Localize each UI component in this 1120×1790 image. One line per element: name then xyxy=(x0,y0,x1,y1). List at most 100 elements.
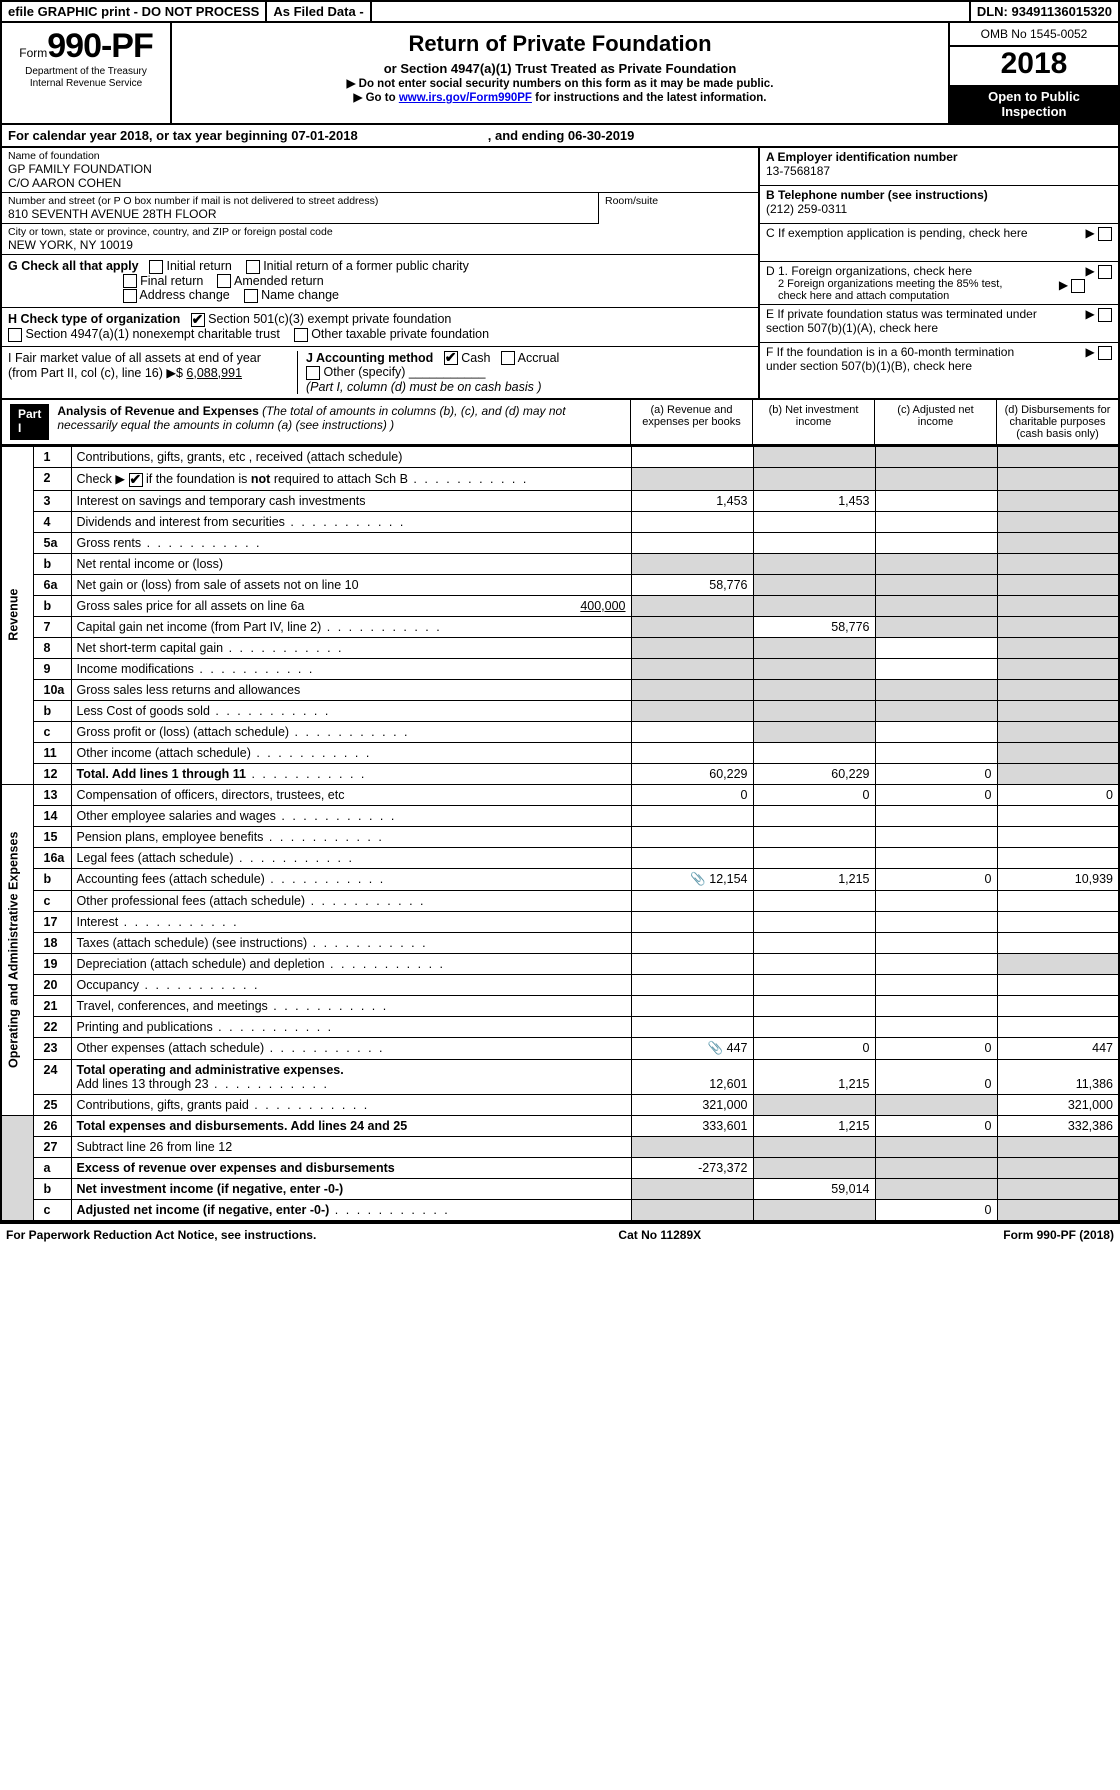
checkbox-d1[interactable] xyxy=(1098,265,1112,279)
c-label: C If exemption application is pending, c… xyxy=(766,226,1028,240)
table-row: 2Check ▶ if the foundation is not requir… xyxy=(1,467,1119,490)
col-a-header: (a) Revenue and expenses per books xyxy=(630,400,752,444)
fmv-value: 6,088,991 xyxy=(186,366,242,380)
page-footer: For Paperwork Reduction Act Notice, see … xyxy=(0,1222,1120,1246)
table-row: 27Subtract line 26 from line 12 xyxy=(1,1136,1119,1157)
table-row: cOther professional fees (attach schedul… xyxy=(1,890,1119,911)
e-label: E If private foundation status was termi… xyxy=(766,307,1046,335)
attachment-icon[interactable]: 📎 xyxy=(690,872,706,886)
table-row: 25Contributions, gifts, grants paid321,0… xyxy=(1,1094,1119,1115)
g-checks: G Check all that apply Initial return In… xyxy=(2,255,758,308)
table-row: 10aGross sales less returns and allowanc… xyxy=(1,679,1119,700)
phone-label: B Telephone number (see instructions) xyxy=(766,188,988,202)
d1-label: D 1. Foreign organizations, check here xyxy=(766,264,972,278)
col-b-header: (b) Net investment income xyxy=(752,400,874,444)
table-row: Operating and Administrative Expenses 13… xyxy=(1,784,1119,805)
ein-label: A Employer identification number xyxy=(766,150,958,164)
calendar-year-row: For calendar year 2018, or tax year begi… xyxy=(0,125,1120,148)
d2-label: 2 Foreign organizations meeting the 85% … xyxy=(766,278,1026,302)
table-row: bAccounting fees (attach schedule)📎 12,1… xyxy=(1,868,1119,890)
checkbox-other-method[interactable] xyxy=(306,366,320,380)
table-row: 20Occupancy xyxy=(1,974,1119,995)
form-note-2: ▶ Go to www.irs.gov/Form990PF for instru… xyxy=(182,90,938,104)
checkbox-cash[interactable] xyxy=(444,351,458,365)
city-state-zip: NEW YORK, NY 10019 xyxy=(8,238,752,252)
efile-notice: efile GRAPHIC print - DO NOT PROCESS xyxy=(2,2,267,21)
table-row: 8Net short-term capital gain xyxy=(1,637,1119,658)
form-note-1: ▶ Do not enter social security numbers o… xyxy=(182,76,938,90)
care-of: C/O AARON COHEN xyxy=(8,176,752,190)
table-row: 26Total expenses and disbursements. Add … xyxy=(1,1115,1119,1136)
table-row: 6aNet gain or (loss) from sale of assets… xyxy=(1,574,1119,595)
checkbox-final-return[interactable] xyxy=(123,274,137,288)
table-row: 23Other expenses (attach schedule)📎 4470… xyxy=(1,1037,1119,1059)
checkbox-accrual[interactable] xyxy=(501,351,515,365)
checkbox-name-change[interactable] xyxy=(244,289,258,303)
table-row: cGross profit or (loss) (attach schedule… xyxy=(1,721,1119,742)
form-ref: Form 990-PF (2018) xyxy=(1003,1228,1114,1242)
checkbox-501c3[interactable] xyxy=(191,313,205,327)
table-row: 17Interest xyxy=(1,911,1119,932)
table-row: 3Interest on savings and temporary cash … xyxy=(1,490,1119,511)
checkbox-4947a1[interactable] xyxy=(8,328,22,342)
table-row: bLess Cost of goods sold xyxy=(1,700,1119,721)
checkbox-c[interactable] xyxy=(1098,227,1112,241)
table-row: bNet rental income or (loss) xyxy=(1,553,1119,574)
street-address: 810 SEVENTH AVENUE 28TH FLOOR xyxy=(8,207,592,221)
table-row: 19Depreciation (attach schedule) and dep… xyxy=(1,953,1119,974)
checkbox-e[interactable] xyxy=(1098,308,1112,322)
col-d-header: (d) Disbursements for charitable purpose… xyxy=(996,400,1118,444)
omb-number: OMB No 1545-0052 xyxy=(950,23,1118,47)
f-label: F If the foundation is in a 60-month ter… xyxy=(766,345,1046,373)
table-row: 4Dividends and interest from securities xyxy=(1,511,1119,532)
tax-year: 2018 xyxy=(950,47,1118,85)
accounting-method-label: J Accounting method xyxy=(306,351,433,365)
asfiled-label: As Filed Data - xyxy=(267,2,371,21)
open-public-badge: Open to Public Inspection xyxy=(950,85,1118,123)
revenue-label: Revenue xyxy=(1,446,33,784)
phone-value: (212) 259-0311 xyxy=(766,202,847,216)
checkbox-address-change[interactable] xyxy=(123,289,137,303)
cat-no: Cat No 11289X xyxy=(618,1228,701,1242)
checkbox-sch-b[interactable] xyxy=(129,473,143,487)
table-row: 14Other employee salaries and wages xyxy=(1,805,1119,826)
irs-link[interactable]: www.irs.gov/Form990PF xyxy=(399,92,532,104)
attachment-icon[interactable]: 📎 xyxy=(708,1041,724,1055)
name-label: Name of foundation xyxy=(8,150,752,162)
table-row: 18Taxes (attach schedule) (see instructi… xyxy=(1,932,1119,953)
col-c-header: (c) Adjusted net income xyxy=(874,400,996,444)
checkbox-amended-return[interactable] xyxy=(217,274,231,288)
table-row: 16aLegal fees (attach schedule) xyxy=(1,847,1119,868)
table-row: aExcess of revenue over expenses and dis… xyxy=(1,1157,1119,1178)
table-row: 15Pension plans, employee benefits xyxy=(1,826,1119,847)
entity-info: Name of foundation GP FAMILY FOUNDATION … xyxy=(0,148,1120,400)
checkbox-initial-return[interactable] xyxy=(149,260,163,274)
dln-label: DLN: 93491136015320 xyxy=(971,2,1118,21)
form-header: Form990-PF Department of the Treasury In… xyxy=(0,23,1120,125)
checkbox-initial-former[interactable] xyxy=(246,260,260,274)
form-number: Form990-PF xyxy=(6,27,166,66)
table-row: 12Total. Add lines 1 through 1160,22960,… xyxy=(1,763,1119,784)
table-row: 24Total operating and administrative exp… xyxy=(1,1059,1119,1094)
checkbox-f[interactable] xyxy=(1098,346,1112,360)
foundation-name: GP FAMILY FOUNDATION xyxy=(8,162,752,176)
ein-value: 13-7568187 xyxy=(766,164,830,178)
table-row: 22Printing and publications xyxy=(1,1016,1119,1037)
table-row: bNet investment income (if negative, ent… xyxy=(1,1178,1119,1199)
room-label: Room/suite xyxy=(605,195,752,207)
table-row: 5aGross rents xyxy=(1,532,1119,553)
city-label: City or town, state or province, country… xyxy=(8,226,752,238)
cash-basis-note: (Part I, column (d) must be on cash basi… xyxy=(306,380,542,394)
table-row: 9Income modifications xyxy=(1,658,1119,679)
table-row: 7Capital gain net income (from Part IV, … xyxy=(1,616,1119,637)
checkbox-d2[interactable] xyxy=(1071,279,1085,293)
form-subtitle: or Section 4947(a)(1) Trust Treated as P… xyxy=(182,61,938,76)
paperwork-notice: For Paperwork Reduction Act Notice, see … xyxy=(6,1228,316,1242)
table-row: 11Other income (attach schedule) xyxy=(1,742,1119,763)
part1-label: Part I xyxy=(10,404,49,440)
irs-label: Internal Revenue Service xyxy=(6,78,166,90)
checkbox-other-taxable[interactable] xyxy=(294,328,308,342)
table-row: cAdjusted net income (if negative, enter… xyxy=(1,1199,1119,1221)
part1-header: Part I Analysis of Revenue and Expenses … xyxy=(0,400,1120,446)
table-row: bGross sales price for all assets on lin… xyxy=(1,595,1119,616)
